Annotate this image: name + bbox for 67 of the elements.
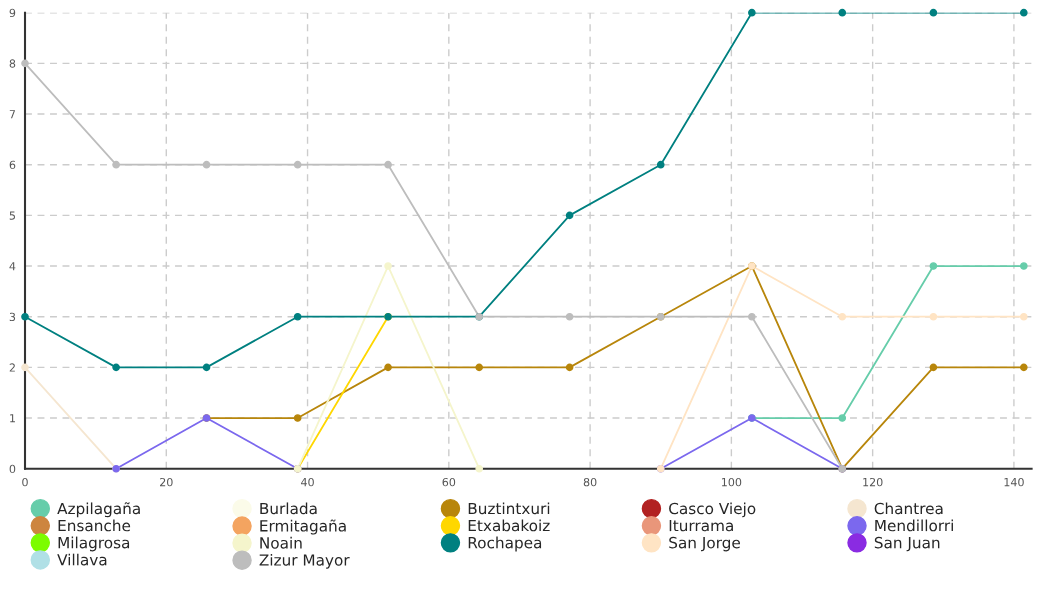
x-tick-label: 80: [583, 477, 597, 487]
legend-label: Mendillorri: [875, 519, 953, 532]
legend-label: Chantrea: [874, 502, 943, 515]
x-tick-label: 20: [160, 477, 173, 487]
x-tick-label: 40: [301, 477, 314, 487]
point: [929, 262, 938, 270]
point: [202, 363, 211, 372]
point: [565, 363, 574, 372]
point: [838, 312, 847, 321]
point: [21, 312, 29, 321]
point: [838, 8, 847, 17]
point: [384, 363, 392, 372]
point: [293, 312, 302, 321]
x-tick-label: 100: [721, 477, 742, 487]
y-tick-label: 2: [9, 363, 15, 372]
legend-label: Ermitagaña: [260, 519, 346, 535]
y-tick-label: 5: [9, 211, 16, 220]
point: [475, 363, 484, 372]
legend-label: Casco Viejo: [669, 502, 756, 518]
y-tick-label: 8: [9, 59, 16, 68]
y-tick-label: 4: [9, 262, 16, 271]
x-tick-label: 60: [442, 477, 456, 487]
y-tick-label: 7: [9, 110, 16, 119]
point: [1019, 312, 1028, 321]
legend-label: Etxabakoiz: [468, 519, 550, 532]
legend-label: Milagrosa: [58, 536, 130, 552]
point: [475, 464, 484, 473]
point: [748, 312, 756, 321]
point: [656, 160, 665, 169]
point: [1019, 262, 1028, 270]
point: [565, 312, 574, 321]
x-tick-label: 120: [863, 477, 883, 487]
legend-label: Buztintxuri: [468, 502, 550, 515]
point: [748, 8, 756, 17]
legend-label: Ensanche: [58, 519, 131, 532]
y-tick-label: 9: [9, 8, 16, 18]
y-tick-label: 1: [10, 414, 15, 423]
legend-label: San Juan: [874, 536, 940, 552]
legend-label: Azpilagaña: [57, 502, 140, 518]
point: [384, 262, 392, 270]
x-tick-label: 0: [22, 477, 28, 487]
point: [1019, 8, 1028, 17]
point: [21, 363, 29, 372]
y-tick-label: 6: [9, 160, 16, 170]
point: [293, 160, 302, 169]
point: [384, 160, 392, 169]
legend-label: Burlada: [260, 502, 317, 515]
point: [112, 363, 120, 372]
legend-label: Villava: [57, 553, 107, 566]
legend-label: San Jorge: [669, 536, 740, 552]
y-tick-label: 3: [9, 312, 16, 322]
y-tick-label: 0: [9, 464, 16, 474]
point: [1019, 363, 1028, 372]
legend-label: Noain: [260, 536, 302, 549]
point: [21, 59, 29, 68]
point: [565, 211, 574, 220]
point: [202, 160, 211, 169]
legend-label: Rochapea: [468, 536, 542, 552]
x-tick-label: 140: [1004, 477, 1024, 487]
point: [293, 414, 302, 422]
legend-label: Zizur Mayor: [259, 553, 350, 569]
point: [929, 363, 938, 372]
point: [929, 8, 938, 17]
point: [929, 312, 938, 321]
legend-label: Iturrama: [669, 519, 733, 532]
point: [112, 160, 120, 169]
point: [838, 414, 847, 422]
